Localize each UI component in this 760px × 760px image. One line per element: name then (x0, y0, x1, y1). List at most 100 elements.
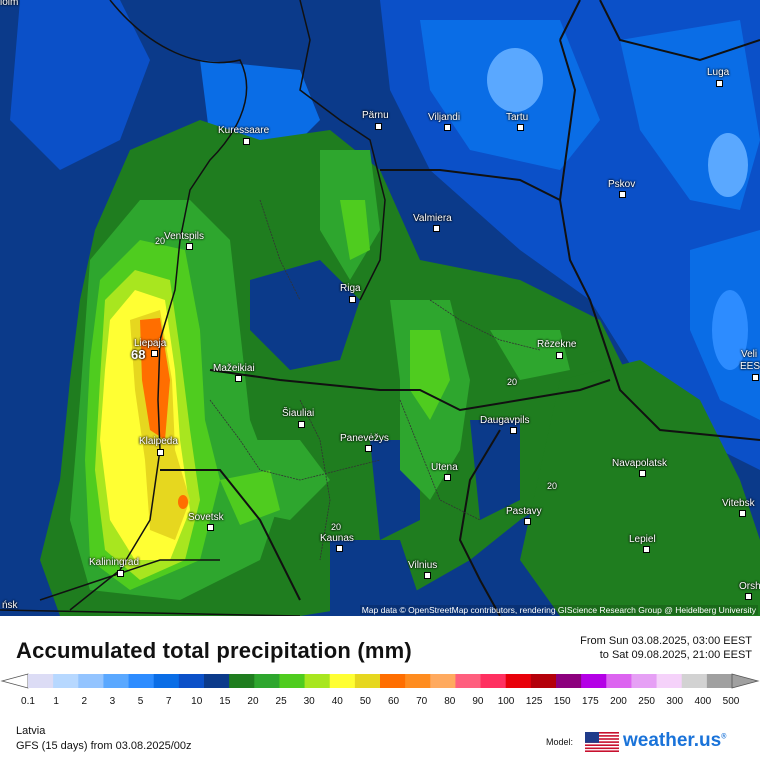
city-label-navapolatsk: Navapolatsk (612, 458, 668, 469)
city-marker (619, 191, 626, 198)
scale-tick-label: 40 (331, 696, 343, 707)
period-from: From Sun 03.08.2025, 03:00 EEST (580, 635, 752, 647)
region-name: Latvia (16, 725, 46, 737)
scale-tick-label: 150 (553, 696, 571, 707)
scale-swatch (556, 674, 582, 688)
city-label-kuressaare: Kuressaare (218, 125, 270, 136)
contour-label: 20 (331, 522, 342, 532)
scale-tick-label: 175 (582, 696, 599, 707)
edge-label-top-left: iolm (0, 0, 19, 8)
city-marker (207, 524, 214, 531)
city-marker (433, 225, 440, 232)
brand-registered: ® (721, 733, 727, 741)
city-label-vilnius: Vilnius (408, 560, 438, 571)
city-marker (556, 352, 563, 359)
city-label-mazeikiai: Mažeikiai (213, 363, 255, 374)
scale-swatch (178, 674, 205, 688)
scale-swatch (53, 674, 79, 688)
scale-tick-label: 125 (525, 696, 543, 707)
scale-tick-label: 3 (109, 696, 116, 707)
scale-tick-label: 30 (303, 696, 315, 707)
city-marker (639, 470, 646, 477)
map-title: Accumulated total precipitation (mm) (16, 638, 412, 663)
city-label-siauliai: Šiauliai (282, 408, 315, 419)
scale-swatch (153, 674, 180, 688)
scale-swatch (706, 674, 733, 688)
scale-tick-label: 250 (638, 696, 655, 707)
city-marker (349, 296, 356, 303)
city-label-liepaja: Liepaja (134, 338, 167, 349)
scale-right-arrow (731, 673, 760, 689)
brand-name: weather.us (623, 730, 722, 751)
scale-left-arrow (0, 673, 29, 689)
max-value-marker: 68 (131, 347, 146, 362)
scale-tick-label: 50 (359, 696, 371, 707)
scale-swatch (405, 674, 431, 688)
scale-tick-label: 500 (722, 696, 740, 707)
city-marker (444, 124, 451, 131)
scale-swatch (631, 674, 658, 688)
color-scale (0, 673, 760, 689)
scale-tick-label: 0.1 (21, 696, 35, 707)
scale-swatch (354, 674, 381, 688)
scale-tick-label: 5 (137, 696, 144, 707)
city-marker (365, 445, 372, 452)
scale-tick-label: 70 (416, 696, 428, 707)
period-info: From Sun 03.08.2025, 03:00 EEST to Sat 0… (580, 634, 752, 662)
scale-swatch (656, 674, 683, 688)
model-run: GFS (15 days) from 03.08.2025/00z (16, 740, 192, 752)
contour-label: 20 (507, 377, 518, 387)
scale-swatch (254, 674, 280, 688)
city-label-tartu: Tartu (506, 112, 529, 123)
city-label-luga: Luga (707, 67, 730, 78)
scale-swatch (380, 674, 406, 688)
scale-tick-label: 25 (275, 696, 287, 707)
city-marker (117, 570, 124, 577)
city-marker (298, 421, 305, 428)
scale-tick-label: 1 (53, 696, 59, 707)
scale-tick-label: 80 (444, 696, 456, 707)
scale-tick-label: 100 (497, 696, 515, 707)
legend-panel: Accumulated total precipitation (mm) Fro… (0, 616, 760, 760)
city-marker (151, 350, 158, 357)
city-label-pskov: Pskov (608, 179, 636, 190)
city-label-kaunas: Kaunas (320, 533, 354, 544)
scale-tick-label: 20 (247, 696, 259, 707)
city-marker (243, 138, 250, 145)
city-marker (745, 593, 752, 600)
city-marker (716, 80, 723, 87)
us-flag-icon (585, 732, 619, 752)
scale-swatch (606, 674, 632, 688)
scale-tick-label: 7 (165, 696, 172, 707)
city-label-rezekne: Rēzekne (537, 339, 577, 350)
city-marker (752, 374, 759, 381)
scale-swatch (455, 674, 482, 688)
scale-swatch (128, 674, 155, 688)
city-label-riga: Riga (340, 283, 361, 294)
brand-logo[interactable]: weather.us® (623, 730, 726, 752)
city-label-parnu: Pärnu (362, 110, 389, 121)
scale-tick-label: 60 (387, 696, 400, 707)
contour-label: 20 (547, 481, 558, 491)
scale-tick-label: 2 (81, 696, 88, 707)
city-label-ventspils: Ventspils (164, 231, 205, 242)
scale-tick-label: 400 (694, 696, 712, 707)
scale-tick-label: 300 (666, 696, 684, 707)
city-marker (424, 572, 431, 579)
city-label-utena: Utena (431, 462, 458, 473)
city-marker (444, 474, 451, 481)
scale-swatch (530, 674, 557, 688)
city-label-klaipeda: Klaipeda (139, 436, 178, 447)
period-to: to Sat 09.08.2025, 21:00 EEST (599, 649, 752, 661)
map-attribution: Map data © OpenStreetMap contributors, r… (359, 605, 758, 615)
scale-swatch (103, 674, 130, 688)
city-label-viljandi: Viljandi (428, 112, 461, 123)
scale-swatch (304, 674, 331, 688)
scale-swatch (681, 674, 708, 688)
city-label-vitebsk: Vitebsk (722, 498, 755, 509)
model-label: Model: (546, 737, 574, 747)
precipitation-field (0, 0, 760, 616)
city-label-lepiel: Lepiel (629, 534, 656, 545)
city-marker (186, 243, 193, 250)
city-marker (643, 546, 650, 553)
